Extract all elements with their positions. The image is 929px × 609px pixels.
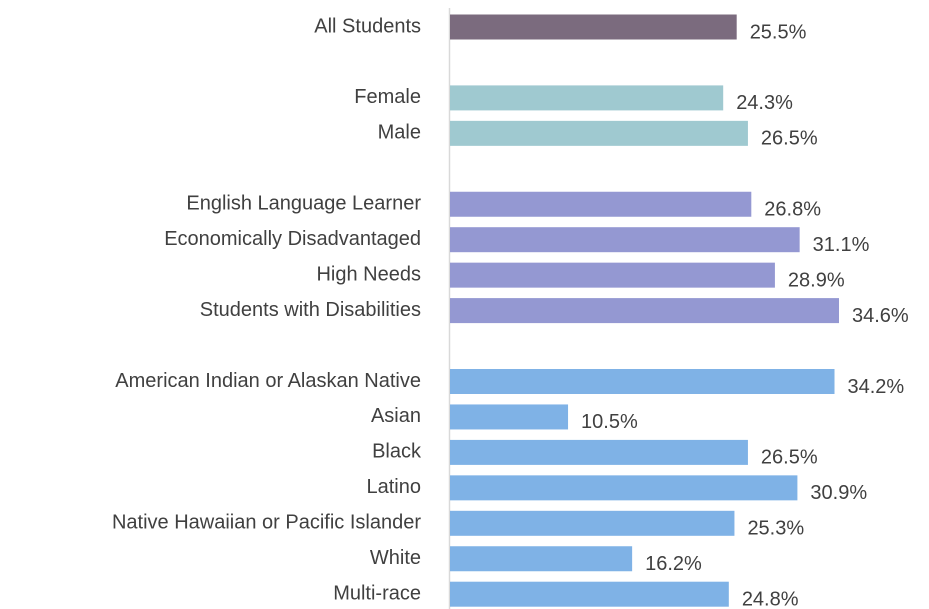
y-tick-label: American Indian or Alaskan Native (115, 370, 421, 392)
value-label: 25.5% (750, 21, 807, 43)
y-tick-label: Female (354, 86, 421, 108)
bar (450, 262, 775, 288)
y-tick-label: Male (378, 122, 421, 144)
y-tick-label: High Needs (316, 263, 421, 285)
value-label: 26.8% (764, 199, 821, 221)
value-label: 34.2% (848, 376, 905, 398)
bar (450, 581, 729, 607)
y-tick-label: All Students (314, 15, 421, 37)
value-label: 28.9% (788, 269, 845, 291)
bar (450, 369, 835, 394)
y-tick-label: Multi-race (333, 582, 421, 604)
bar (450, 120, 748, 146)
value-label: 26.5% (761, 447, 818, 469)
y-tick-label: Students with Disabilities (200, 299, 421, 321)
y-tick-label: Black (372, 441, 422, 463)
bar (450, 475, 798, 501)
y-tick-label: Native Hawaiian or Pacific Islander (112, 512, 421, 534)
bar (450, 298, 839, 324)
value-label: 10.5% (581, 411, 638, 433)
bar (450, 439, 748, 465)
value-label: 34.6% (852, 305, 909, 327)
y-tick-label: Economically Disadvantaged (164, 228, 421, 250)
value-label: 30.9% (810, 482, 867, 504)
bar (450, 14, 737, 40)
value-label: 25.3% (747, 518, 804, 540)
value-label: 24.8% (742, 588, 799, 609)
bar (450, 227, 800, 253)
y-tick-label: Latino (367, 476, 422, 498)
y-tick-label: White (370, 547, 421, 569)
bar (450, 404, 569, 430)
y-tick-label: English Language Learner (186, 193, 421, 215)
value-label: 24.3% (736, 92, 793, 114)
bar (450, 191, 752, 217)
bar (450, 510, 735, 536)
value-label: 26.5% (761, 128, 818, 150)
y-tick-label: Asian (371, 405, 421, 427)
value-label: 16.2% (645, 553, 702, 575)
value-label: 31.1% (813, 234, 870, 256)
bar (450, 85, 724, 111)
bar (450, 546, 633, 572)
